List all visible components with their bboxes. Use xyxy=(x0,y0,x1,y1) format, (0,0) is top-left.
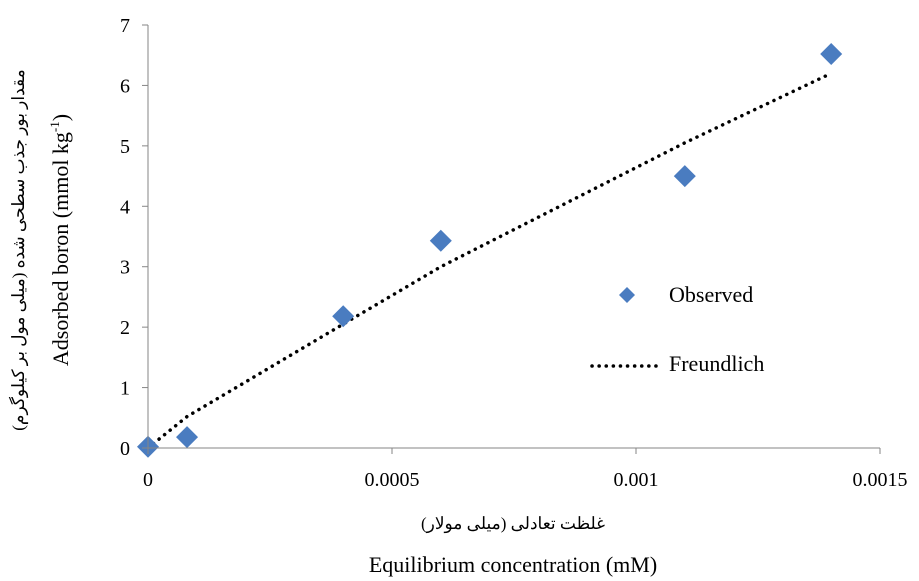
observed-point xyxy=(176,426,199,449)
legend-observed-label: Observed xyxy=(669,282,753,307)
freundlich-fit-line xyxy=(146,71,833,450)
y-tick-label: 3 xyxy=(120,257,130,279)
y-axis-title-fa: مقدار بور جذب سطحی شده (میلی مول بر کیلو… xyxy=(8,69,29,430)
y-tick-label: 6 xyxy=(120,75,130,97)
plot-area xyxy=(137,43,843,458)
y-axis-title-sup: -1 xyxy=(47,121,62,132)
x-axis-title-fa: غلظت تعادلی (میلی مولار) xyxy=(421,514,605,534)
tick-labels: 0 1 2 3 4 5 6 7 0 0.0005 0.001 0.0015 xyxy=(120,15,908,491)
observed-point xyxy=(673,165,696,188)
legend-freundlich-label: Freundlich xyxy=(669,351,764,376)
y-axis-title-close: ) xyxy=(48,114,73,121)
y-tick-label: 4 xyxy=(120,196,130,218)
y-axis-title-main: Adsorbed boron (mmol kg xyxy=(48,132,73,366)
y-tick-label: 7 xyxy=(120,15,130,37)
x-tick-label: 0.001 xyxy=(614,469,659,491)
observed-point xyxy=(820,43,843,66)
x-tick-label: 0 xyxy=(143,469,153,491)
y-tick-label: 0 xyxy=(120,438,130,460)
x-axis-title: Equilibrium concentration (mM) xyxy=(369,552,657,577)
observed-point xyxy=(429,229,452,252)
legend-observed-marker xyxy=(619,287,635,303)
y-axis-title: Adsorbed boron (mmol kg-1) xyxy=(47,114,73,366)
observed-point xyxy=(332,305,355,328)
axes xyxy=(142,24,881,454)
x-tick-label: 0.0005 xyxy=(365,469,420,491)
y-tick-label: 5 xyxy=(120,136,130,158)
y-tick-label: 2 xyxy=(120,317,130,339)
x-tick-label: 0.0015 xyxy=(853,469,908,491)
y-tick-label: 1 xyxy=(120,378,130,400)
legend: Observed Freundlich xyxy=(590,282,764,376)
